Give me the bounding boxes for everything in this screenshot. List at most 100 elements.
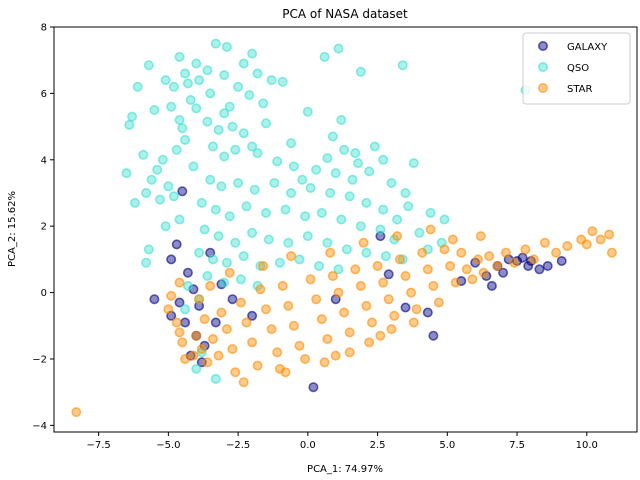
data-point	[375, 330, 386, 341]
data-point	[252, 68, 263, 79]
data-point	[319, 357, 330, 368]
data-point	[386, 324, 397, 335]
data-point	[221, 257, 232, 268]
data-point	[378, 277, 389, 288]
data-point	[174, 277, 185, 288]
data-point	[269, 178, 280, 189]
data-point	[155, 194, 166, 205]
data-point	[205, 174, 216, 185]
data-point	[210, 317, 221, 328]
data-point	[375, 224, 386, 235]
data-point	[124, 119, 135, 130]
legend-label: STAR	[567, 84, 593, 95]
data-point	[472, 254, 483, 265]
y-tick-label: 0	[41, 288, 47, 299]
data-point	[403, 201, 414, 212]
data-point	[143, 60, 154, 71]
data-point	[274, 257, 285, 268]
data-point	[361, 300, 372, 311]
data-point	[255, 260, 266, 271]
y-axis-label: PCA_2: 15.62%	[7, 191, 18, 267]
data-point	[174, 115, 185, 126]
data-point	[581, 239, 592, 250]
data-point	[364, 337, 375, 348]
data-point	[392, 231, 403, 242]
data-point	[539, 237, 550, 248]
data-point	[330, 350, 341, 361]
data-point	[208, 254, 219, 265]
data-point	[428, 280, 439, 291]
data-point	[210, 373, 221, 384]
data-point	[127, 111, 138, 122]
data-point	[394, 254, 405, 265]
data-point	[509, 257, 520, 268]
data-point	[247, 48, 258, 59]
data-point	[247, 227, 258, 238]
data-point	[302, 231, 313, 242]
data-point	[408, 158, 419, 169]
data-point	[191, 103, 202, 114]
data-point	[361, 197, 372, 208]
data-point	[272, 156, 283, 167]
legend-marker	[537, 61, 548, 72]
data-point	[411, 304, 422, 315]
data-point	[182, 267, 193, 278]
x-tick-label: −2.5	[226, 440, 250, 451]
data-point	[325, 188, 336, 199]
y-tick-label: −4	[32, 421, 47, 432]
points-layer	[71, 38, 617, 418]
data-point	[185, 95, 196, 106]
data-point	[244, 90, 255, 101]
data-point	[344, 347, 355, 358]
data-point	[333, 287, 344, 298]
data-point	[258, 98, 269, 109]
data-point	[341, 244, 352, 255]
data-point	[327, 131, 338, 142]
data-point	[213, 124, 224, 135]
data-point	[344, 327, 355, 338]
data-point	[380, 251, 391, 262]
data-point	[180, 68, 191, 79]
data-point	[300, 353, 311, 364]
data-point	[266, 324, 277, 335]
data-point	[174, 327, 185, 338]
data-point	[182, 78, 193, 89]
data-point	[252, 148, 263, 159]
data-point	[194, 247, 205, 258]
data-point	[182, 280, 193, 291]
data-point	[439, 214, 450, 225]
data-point	[322, 153, 333, 164]
data-point	[202, 65, 213, 76]
data-point	[233, 81, 244, 92]
data-point	[224, 101, 235, 112]
data-point	[202, 357, 213, 368]
data-point	[386, 178, 397, 189]
data-point	[528, 254, 539, 265]
data-point	[350, 264, 361, 275]
data-point	[311, 294, 322, 305]
data-point	[196, 197, 207, 208]
data-point	[219, 108, 230, 119]
data-point	[247, 337, 258, 348]
data-point	[344, 191, 355, 202]
legend-label: GALAXY	[567, 42, 608, 53]
data-point	[71, 407, 82, 418]
data-point	[227, 121, 238, 132]
data-point	[230, 144, 241, 155]
data-point	[143, 244, 154, 255]
data-point	[325, 247, 336, 258]
data-point	[350, 148, 361, 159]
data-point	[378, 154, 389, 165]
data-point	[456, 247, 467, 258]
data-point	[336, 115, 347, 126]
data-point	[205, 88, 216, 99]
data-point	[213, 350, 224, 361]
data-point	[316, 314, 327, 325]
data-point	[447, 234, 458, 245]
x-tick-label: 0.0	[300, 440, 316, 451]
data-point	[171, 239, 182, 250]
data-point	[241, 317, 252, 328]
data-point	[138, 149, 149, 160]
data-point	[180, 317, 191, 328]
data-point	[219, 277, 230, 288]
